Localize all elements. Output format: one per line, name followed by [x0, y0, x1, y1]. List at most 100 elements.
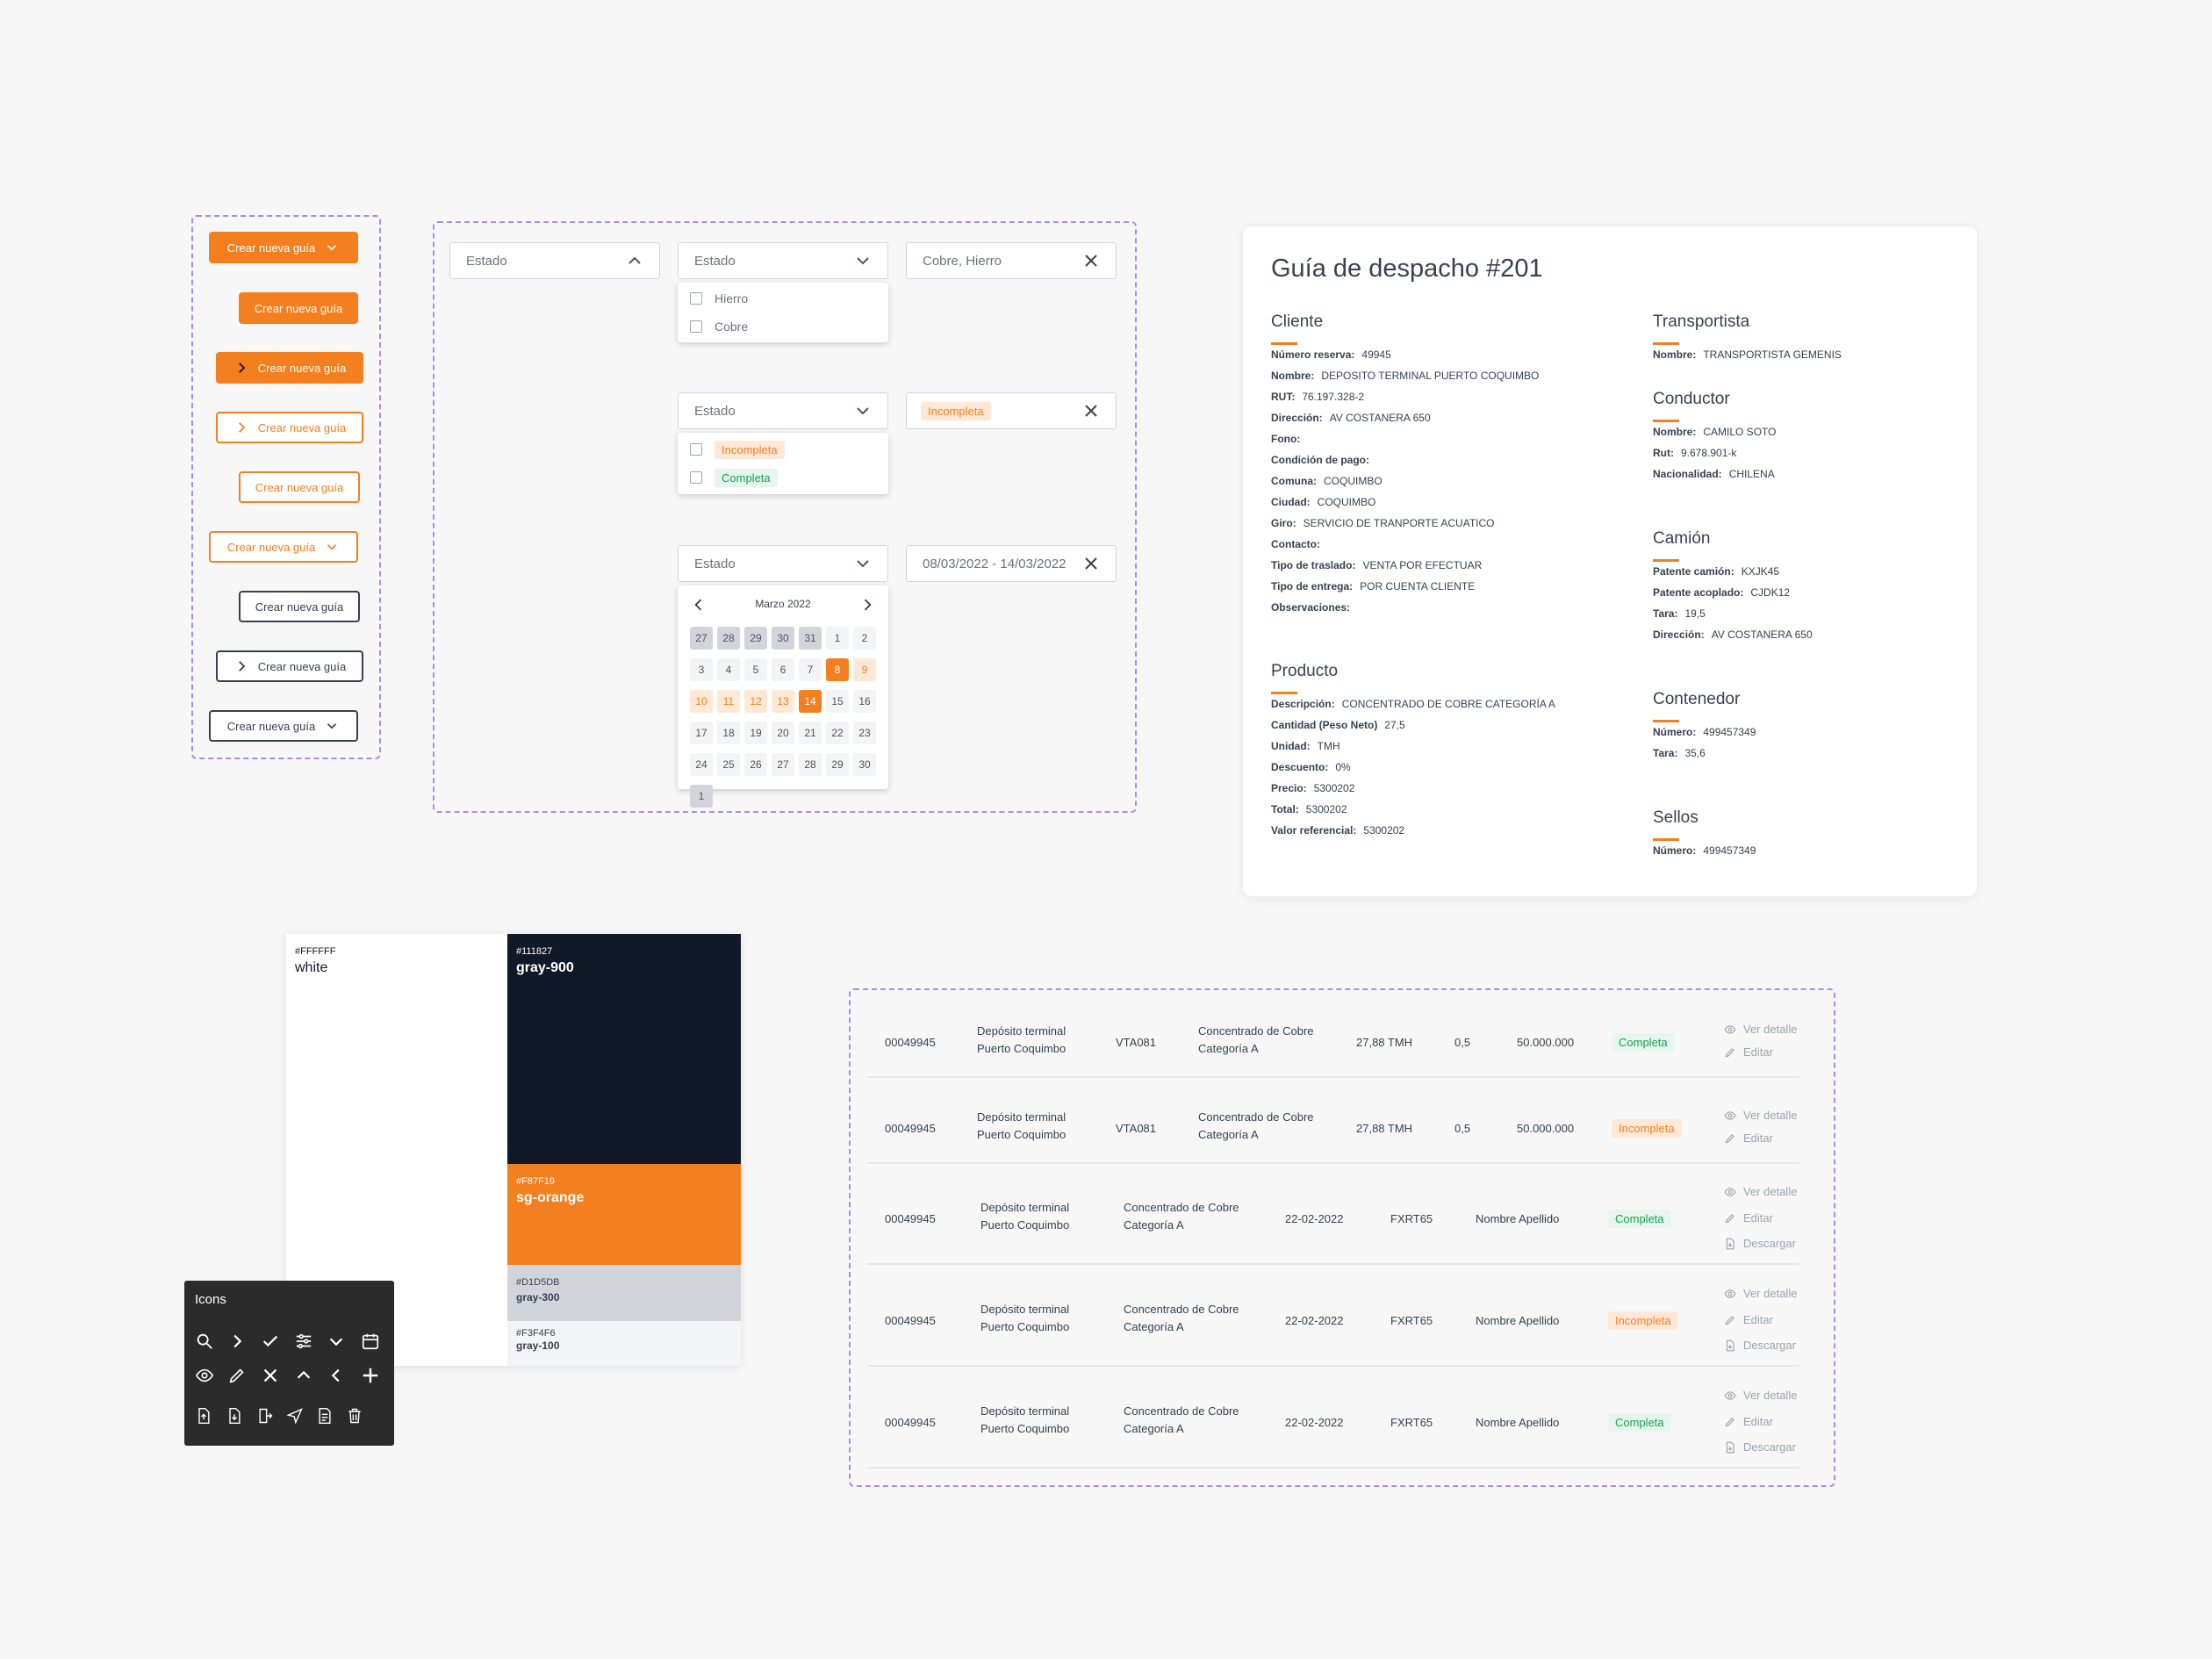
calendar-day[interactable]: 28 — [717, 627, 740, 650]
edit-link[interactable]: Editar — [1724, 1045, 1773, 1059]
calendar-day[interactable]: 23 — [853, 722, 876, 744]
calendar-day[interactable]: 24 — [690, 753, 713, 776]
material-option[interactable]: Cobre — [678, 312, 888, 341]
chevron-right-icon[interactable] — [858, 596, 876, 614]
view-detail-link[interactable]: Ver detalle — [1724, 1389, 1797, 1402]
download-link[interactable]: Descargar — [1724, 1339, 1796, 1352]
calendar-day[interactable]: 10 — [690, 690, 713, 713]
field-value: AV COSTANERA 650 — [1711, 628, 1813, 641]
edit-link[interactable]: Editar — [1724, 1313, 1773, 1326]
calendar-day[interactable]: 25 — [717, 753, 740, 776]
create-guide-icon-button[interactable]: Crear nueva guía — [216, 352, 363, 384]
calendar-day[interactable]: 6 — [772, 658, 794, 681]
view-detail-link[interactable]: Ver detalle — [1724, 1023, 1797, 1036]
edit-link[interactable]: Editar — [1724, 1415, 1773, 1428]
close-icon[interactable] — [1081, 400, 1102, 421]
calendar-day[interactable]: 1 — [826, 627, 849, 650]
material-filter-input[interactable]: Cobre, Hierro — [906, 242, 1117, 279]
calendar-day[interactable]: 8 — [826, 658, 849, 681]
create-guide-secondary-icon-button[interactable]: Crear nueva guía — [216, 650, 363, 682]
field-value: 0% — [1335, 761, 1351, 773]
calendar-day[interactable]: 12 — [744, 690, 767, 713]
calendar-day[interactable]: 19 — [744, 722, 767, 744]
view-detail-link[interactable]: Ver detalle — [1724, 1109, 1797, 1122]
close-icon[interactable] — [1081, 250, 1102, 271]
action-label: Descargar — [1743, 1237, 1796, 1250]
swatch-hex: #111827 — [516, 946, 553, 957]
detail-field: Tara: 35,6 — [1653, 747, 1706, 759]
calendar-day[interactable]: 20 — [772, 722, 794, 744]
swatch-name: gray-100 — [516, 1339, 560, 1352]
calendar-day[interactable]: 30 — [772, 627, 794, 650]
calendar-day[interactable]: 30 — [853, 753, 876, 776]
chevron-left-icon[interactable] — [690, 596, 707, 614]
material-option[interactable]: Hierro — [678, 284, 888, 312]
download-link[interactable]: Descargar — [1724, 1440, 1796, 1454]
swatch-hex: #D1D5DB — [516, 1277, 560, 1288]
calendar-day-next-month[interactable]: 1 — [690, 785, 713, 808]
status-filter-input[interactable]: Incompleta — [906, 392, 1117, 429]
cell-origin: Depósito terminal — [977, 1024, 1066, 1038]
create-guide-outline-button[interactable]: Crear nueva guía — [239, 471, 360, 503]
view-detail-link[interactable]: Ver detalle — [1724, 1185, 1797, 1198]
calendar-day[interactable]: 16 — [853, 690, 876, 713]
edit-link[interactable]: Editar — [1724, 1131, 1773, 1145]
field-value: TMH — [1317, 740, 1340, 752]
calendar-day[interactable]: 3 — [690, 658, 713, 681]
close-icon[interactable] — [1081, 553, 1102, 574]
create-guide-icon-outline-button[interactable]: Crear nueva guía — [216, 412, 363, 443]
calendar-day[interactable]: 4 — [717, 658, 740, 681]
calendar-day[interactable]: 31 — [799, 627, 822, 650]
calendar-day[interactable]: 9 — [853, 658, 876, 681]
create-guide-secondary-dropdown-button[interactable]: Crear nueva guía — [209, 710, 358, 742]
calendar-day[interactable]: 27 — [690, 627, 713, 650]
estado-status-select[interactable]: Estado — [678, 392, 888, 429]
calendar-day[interactable]: 13 — [772, 690, 794, 713]
checkbox[interactable] — [690, 471, 702, 484]
calendar-day[interactable]: 29 — [826, 753, 849, 776]
checkbox[interactable] — [690, 443, 702, 456]
create-guide-dropdown-button[interactable]: Crear nueva guía — [209, 232, 358, 263]
status-option[interactable]: Completa — [678, 463, 888, 492]
swatch-hex: #F87F19 — [516, 1176, 556, 1187]
cell-product: Categoría A — [1198, 1128, 1259, 1141]
calendar-day[interactable]: 22 — [826, 722, 849, 744]
calendar-day[interactable]: 27 — [772, 753, 794, 776]
edit-link[interactable]: Editar — [1724, 1211, 1773, 1224]
estado-date-select[interactable]: Estado — [678, 545, 888, 582]
estado-material-select[interactable]: Estado — [678, 242, 888, 279]
cell-quantity: 27,88 TMH — [1356, 1122, 1413, 1135]
calendar-day[interactable]: 5 — [744, 658, 767, 681]
calendar-day[interactable]: 26 — [744, 753, 767, 776]
cell-code: VTA081 — [1116, 1122, 1157, 1135]
buttons-frame — [191, 215, 381, 759]
action-label: Editar — [1743, 1131, 1773, 1145]
checkbox[interactable] — [690, 292, 702, 305]
calendar-day[interactable]: 18 — [717, 722, 740, 744]
calendar-day[interactable]: 29 — [744, 627, 767, 650]
calendar-day[interactable]: 11 — [717, 690, 740, 713]
calendar-day[interactable]: 28 — [799, 753, 822, 776]
status-option[interactable]: Incompleta — [678, 435, 888, 463]
calendar-day[interactable]: 2 — [853, 627, 876, 650]
estado-select-open[interactable]: Estado — [449, 242, 660, 279]
create-guide-outline-dropdown-button[interactable]: Crear nueva guía — [209, 531, 358, 563]
detail-field: RUT: 76.197.328-2 — [1271, 391, 1364, 403]
checkbox[interactable] — [690, 320, 702, 333]
create-guide-button[interactable]: Crear nueva guía — [239, 292, 358, 324]
field-value: CONCENTRADO DE COBRE CATEGORÍA A — [1341, 698, 1555, 710]
calendar-day[interactable]: 17 — [690, 722, 713, 744]
chevron-down-icon — [329, 1338, 343, 1347]
calendar-day[interactable]: 21 — [799, 722, 822, 744]
calendar-day[interactable]: 14 — [799, 690, 822, 713]
date-range-input[interactable]: 08/03/2022 - 14/03/2022 — [906, 545, 1117, 582]
view-detail-link[interactable]: Ver detalle — [1724, 1287, 1797, 1300]
calendar-day[interactable]: 15 — [826, 690, 849, 713]
filters-frame — [433, 221, 1137, 813]
field-label: Fono: — [1271, 433, 1301, 445]
field-value: 76.197.328-2 — [1302, 391, 1365, 403]
calendar-day[interactable]: 7 — [799, 658, 822, 681]
create-guide-secondary-button[interactable]: Crear nueva guía — [239, 591, 360, 622]
download-link[interactable]: Descargar — [1724, 1237, 1796, 1250]
detail-field: Nacionalidad: CHILENA — [1653, 468, 1775, 480]
